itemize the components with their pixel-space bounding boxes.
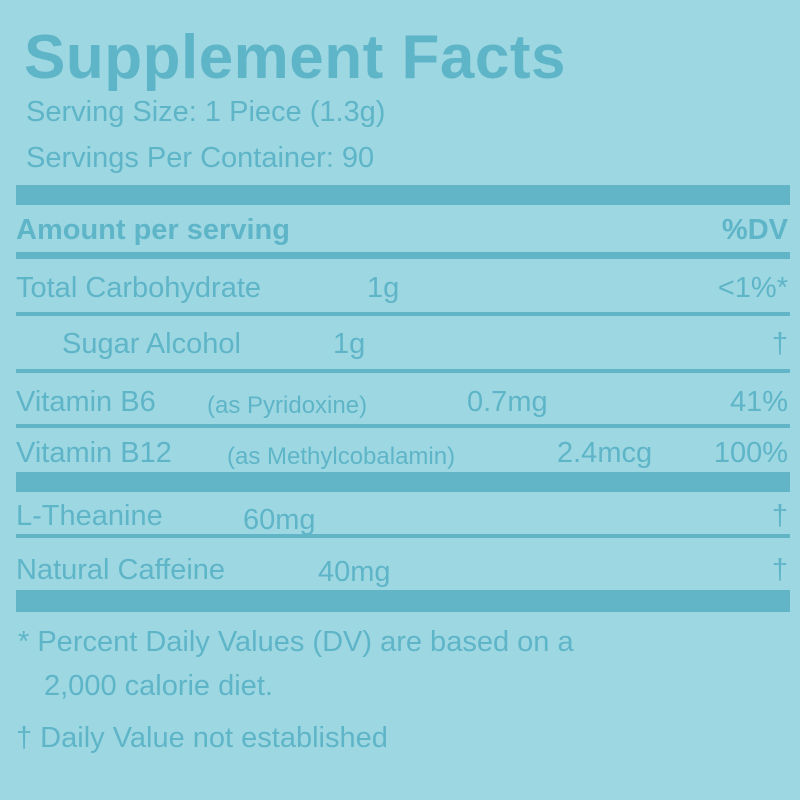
row-note: (as Methylcobalamin) [227,443,456,470]
footnote-dagger: † Daily Value not established [16,722,388,754]
row-name: Sugar Alcohol [62,328,241,360]
row-note: (as Pyridoxine) [207,392,368,419]
row-dv: 100% [713,437,788,469]
divider [16,252,790,259]
row-dv: † [771,328,788,360]
serving-size: Serving Size: 1 Piece (1.3g) [26,96,386,128]
divider [16,534,790,538]
thick-divider [16,472,790,492]
row-dv: <1%* [717,272,788,304]
servings-per-container: Servings Per Container: 90 [26,142,375,174]
footnote-dv: * Percent Daily Values (DV) are based on… [18,626,574,658]
row-amount: 1g [367,272,400,304]
divider [16,369,790,373]
row-dv: † [771,500,788,532]
row-name: L-Theanine [16,500,163,532]
row-name: Total Carbohydrate [16,272,262,304]
dv-header: %DV [721,214,788,246]
row-amount: 40mg [318,556,391,588]
divider [16,312,790,316]
footnote-dv-cont: 2,000 calorie diet. [44,670,273,702]
row-name: Vitamin B12 [16,437,172,469]
row-name: Vitamin B6 [16,386,156,418]
amount-per-serving-header: Amount per serving [16,214,290,246]
label-title: Supplement Facts [24,23,566,92]
row-amount: 2.4mcg [557,437,653,469]
row-amount: 0.7mg [467,386,548,418]
divider [16,424,790,428]
row-name: Natural Caffeine [16,554,226,586]
row-amount: 60mg [243,504,316,536]
row-dv: † [771,554,788,586]
thick-divider [16,590,790,612]
row-dv: 41% [729,386,788,418]
row-amount: 1g [333,328,366,360]
thick-divider [16,185,790,205]
